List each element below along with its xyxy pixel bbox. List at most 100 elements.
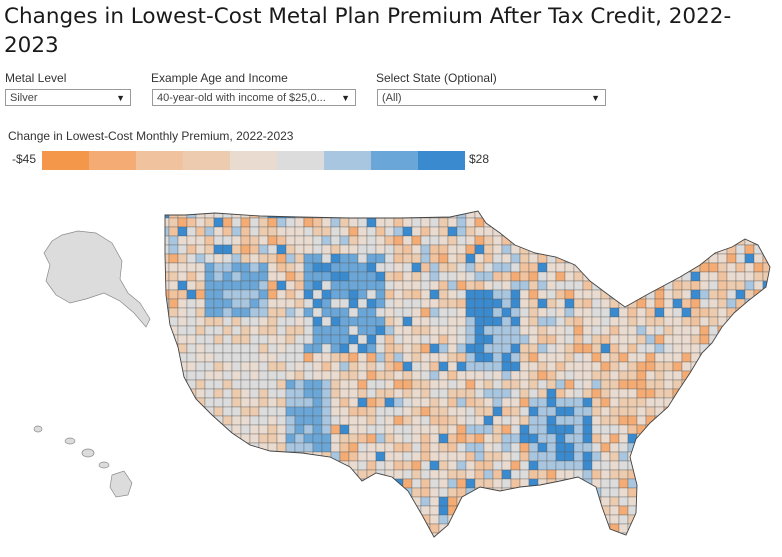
county-cell[interactable]: [663, 388, 674, 399]
county-cell[interactable]: [438, 532, 449, 542]
county-cell[interactable]: [249, 424, 260, 435]
county-cell[interactable]: [375, 343, 386, 354]
county-cell[interactable]: [699, 289, 710, 300]
county-cell[interactable]: [330, 478, 341, 489]
county-cell[interactable]: [420, 505, 431, 516]
county-cell[interactable]: [294, 316, 305, 327]
county-cell[interactable]: [348, 262, 359, 273]
county-cell[interactable]: [528, 397, 539, 408]
county-cell[interactable]: [213, 271, 224, 282]
county-cell[interactable]: [160, 226, 170, 237]
county-cell[interactable]: [555, 325, 566, 336]
county-cell[interactable]: [591, 298, 602, 309]
county-cell[interactable]: [564, 505, 575, 516]
county-cell[interactable]: [699, 370, 710, 381]
county-cell[interactable]: [240, 424, 251, 435]
county-cell[interactable]: [582, 433, 593, 444]
county-cell[interactable]: [528, 424, 539, 435]
county-cell[interactable]: [160, 415, 170, 426]
county-cell[interactable]: [483, 469, 494, 480]
county-cell[interactable]: [690, 451, 701, 462]
county-cell[interactable]: [267, 235, 278, 246]
county-cell[interactable]: [195, 514, 206, 525]
county-cell[interactable]: [267, 217, 278, 228]
county-cell[interactable]: [636, 280, 647, 291]
county-cell[interactable]: [772, 461, 781, 470]
county-cell[interactable]: [591, 316, 602, 327]
county-cell[interactable]: [627, 343, 638, 354]
county-cell[interactable]: [357, 253, 368, 264]
county-cell[interactable]: [772, 290, 781, 299]
county-cell[interactable]: [645, 451, 656, 462]
county-cell[interactable]: [772, 317, 781, 326]
county-cell[interactable]: [618, 397, 629, 408]
county-cell[interactable]: [564, 352, 575, 363]
county-cell[interactable]: [249, 352, 260, 363]
county-cell[interactable]: [690, 217, 701, 228]
county-cell[interactable]: [249, 244, 260, 255]
county-cell[interactable]: [195, 469, 206, 480]
county-cell[interactable]: [259, 542, 268, 551]
county-cell[interactable]: [573, 334, 584, 345]
county-cell[interactable]: [339, 478, 350, 489]
county-cell[interactable]: [411, 352, 422, 363]
county-cell[interactable]: [267, 415, 278, 426]
county-cell[interactable]: [204, 388, 215, 399]
county-cell[interactable]: [555, 469, 566, 480]
county-cell[interactable]: [394, 542, 403, 551]
legend-bin-2[interactable]: [136, 151, 183, 170]
county-cell[interactable]: [267, 532, 278, 542]
county-cell[interactable]: [699, 478, 710, 489]
county-cell[interactable]: [555, 505, 566, 516]
county-cell[interactable]: [492, 352, 503, 363]
county-cell[interactable]: [601, 542, 610, 551]
county-cell[interactable]: [636, 469, 647, 480]
county-cell[interactable]: [510, 271, 521, 282]
county-cell[interactable]: [402, 370, 413, 381]
county-cell[interactable]: [690, 460, 701, 471]
county-cell[interactable]: [762, 325, 772, 336]
county-cell[interactable]: [384, 424, 395, 435]
county-cell[interactable]: [717, 289, 728, 300]
county-cell[interactable]: [303, 532, 314, 542]
county-cell[interactable]: [420, 451, 431, 462]
county-cell[interactable]: [456, 406, 467, 417]
county-cell[interactable]: [349, 542, 358, 551]
county-cell[interactable]: [708, 298, 719, 309]
county-cell[interactable]: [447, 361, 458, 372]
county-cell[interactable]: [492, 325, 503, 336]
county-cell[interactable]: [528, 334, 539, 345]
county-cell[interactable]: [537, 235, 548, 246]
county-cell[interactable]: [375, 451, 386, 462]
county-cell[interactable]: [357, 514, 368, 525]
county-cell[interactable]: [195, 532, 206, 542]
county-cell[interactable]: [591, 460, 602, 471]
county-cell[interactable]: [591, 523, 602, 534]
county-cell[interactable]: [186, 523, 197, 534]
county-cell[interactable]: [312, 235, 323, 246]
county-cell[interactable]: [501, 352, 512, 363]
county-cell[interactable]: [321, 532, 332, 542]
county-cell[interactable]: [645, 271, 656, 282]
county-cell[interactable]: [582, 289, 593, 300]
county-cell[interactable]: [519, 505, 530, 516]
county-cell[interactable]: [681, 209, 692, 219]
county-cell[interactable]: [699, 496, 710, 507]
county-cell[interactable]: [204, 451, 215, 462]
county-cell[interactable]: [231, 226, 242, 237]
county-cell[interactable]: [564, 532, 575, 542]
county-cell[interactable]: [681, 334, 692, 345]
county-cell[interactable]: [411, 469, 422, 480]
county-cell[interactable]: [510, 496, 521, 507]
county-cell[interactable]: [582, 469, 593, 480]
county-cell[interactable]: [744, 343, 755, 354]
county-cell[interactable]: [726, 262, 737, 273]
county-cell[interactable]: [294, 397, 305, 408]
county-cell[interactable]: [204, 442, 215, 453]
county-cell[interactable]: [366, 253, 377, 264]
county-cell[interactable]: [294, 460, 305, 471]
county-cell[interactable]: [654, 397, 665, 408]
county-cell[interactable]: [492, 209, 503, 219]
county-cell[interactable]: [240, 406, 251, 417]
county-cell[interactable]: [330, 253, 341, 264]
